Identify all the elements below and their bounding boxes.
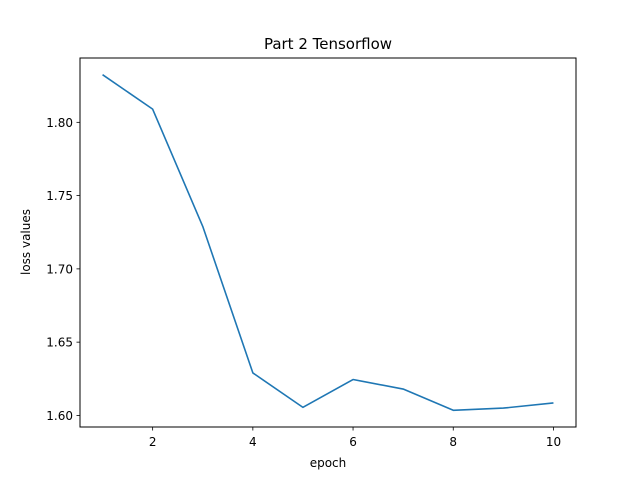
x-tick-label: 10: [546, 435, 561, 449]
y-tick-label: 1.60: [46, 409, 73, 423]
y-axis: 1.60 1.65 1.70 1.75 1.80: [46, 116, 80, 423]
y-tick-label: 1.65: [46, 336, 73, 350]
plot-area: [102, 74, 554, 412]
chart-title: Part 2 Tensorflow: [264, 35, 392, 53]
plot-frame: [79, 57, 577, 428]
x-tick-label: 4: [249, 435, 257, 449]
y-axis-label: loss values: [19, 209, 33, 275]
x-tick-label: 6: [349, 435, 357, 449]
x-axis-label: epoch: [310, 456, 347, 470]
series-line-0: [102, 74, 554, 412]
x-tick-label: 2: [149, 435, 157, 449]
y-tick-label: 1.80: [46, 116, 73, 130]
y-tick-label: 1.75: [46, 189, 73, 203]
y-tick-label: 1.70: [46, 262, 73, 276]
x-tick-label: 8: [449, 435, 457, 449]
x-axis: 2 4 6 8 10: [149, 427, 561, 449]
